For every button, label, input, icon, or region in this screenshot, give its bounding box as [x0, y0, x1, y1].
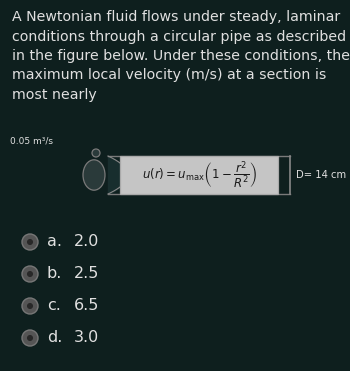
Text: 2.0: 2.0	[74, 234, 99, 250]
Circle shape	[22, 234, 38, 250]
Text: D= 14 cm: D= 14 cm	[296, 170, 346, 180]
Text: $u(r) = u_{\mathrm{max}}\left(1 - \dfrac{r^2}{R^2}\right)$: $u(r) = u_{\mathrm{max}}\left(1 - \dfrac…	[141, 159, 257, 191]
Text: c.: c.	[47, 299, 61, 313]
Text: a.: a.	[47, 234, 62, 250]
Circle shape	[27, 303, 33, 309]
Text: b.: b.	[47, 266, 62, 282]
FancyBboxPatch shape	[120, 156, 278, 194]
Text: d.: d.	[47, 331, 62, 345]
Ellipse shape	[92, 149, 100, 157]
Circle shape	[27, 335, 33, 341]
Text: 6.5: 6.5	[74, 299, 99, 313]
Text: 2.5: 2.5	[74, 266, 99, 282]
Circle shape	[22, 298, 38, 314]
Text: 3.0: 3.0	[74, 331, 99, 345]
Circle shape	[22, 330, 38, 346]
Text: 0.05 m³/s: 0.05 m³/s	[10, 137, 53, 146]
Ellipse shape	[83, 160, 105, 190]
Text: A Newtonian fluid flows under steady, laminar
conditions through a circular pipe: A Newtonian fluid flows under steady, la…	[12, 10, 350, 102]
Circle shape	[22, 266, 38, 282]
Circle shape	[27, 271, 33, 277]
Circle shape	[27, 239, 33, 245]
